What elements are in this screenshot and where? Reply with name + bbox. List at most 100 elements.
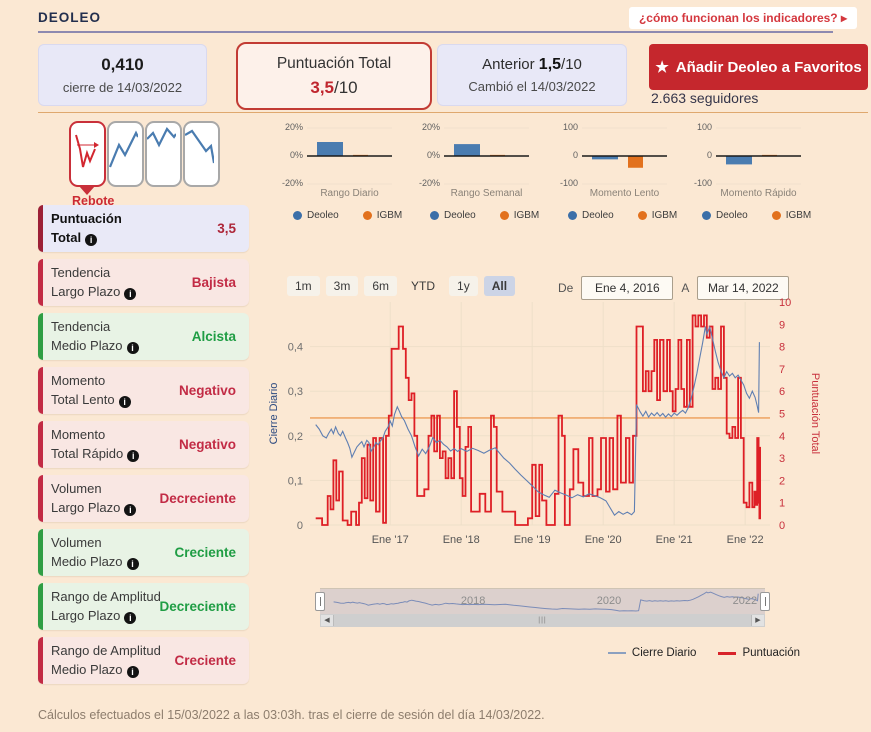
deoleo-dot-icon xyxy=(568,211,577,220)
score-number: 3,5 xyxy=(310,77,334,97)
status-bar xyxy=(38,421,43,468)
svg-text:0,3: 0,3 xyxy=(288,386,303,398)
navigator-left-handle[interactable] xyxy=(315,592,325,611)
label-text: Total xyxy=(51,230,82,245)
axis-tick: 0 xyxy=(706,150,712,160)
pattern-card-rebote[interactable] xyxy=(69,121,106,187)
indicator-label2: Largo Plazo i xyxy=(51,500,137,516)
range-button-1m[interactable]: 1m xyxy=(287,276,320,296)
info-icon[interactable]: i xyxy=(124,504,137,516)
scroll-right-arrow-icon[interactable]: ▶ xyxy=(755,617,761,624)
svg-text:5: 5 xyxy=(779,409,785,421)
igbm-dot-icon xyxy=(362,211,372,220)
axis-tick: 0 xyxy=(572,150,578,160)
svg-text:0: 0 xyxy=(779,520,785,532)
date-range-controls: De A xyxy=(558,276,790,300)
red-line-swatch-icon xyxy=(718,651,737,655)
indicator-label: Tendencia xyxy=(51,265,111,280)
legend-cierre-diario: Cierre Diario xyxy=(607,647,696,659)
navigator-scrollbar[interactable]: ◀ ||| ▶ xyxy=(320,614,765,627)
indicator-value: Creciente xyxy=(174,653,236,668)
mini-chart-rango-semanal: 20% 0% -20% Rango Semanal Deoleo IGBM xyxy=(410,118,560,230)
score-denominator: /10 xyxy=(334,77,358,97)
mini-chart-title: Momento Rápido xyxy=(720,188,797,199)
svg-text:1: 1 xyxy=(779,498,785,510)
pattern-label: Rebote xyxy=(72,194,115,208)
indicator-volumen-largo[interactable]: Volumen Largo Plazo i Decreciente xyxy=(38,475,249,522)
indicator-momento-rapido[interactable]: Momento Total Rápido i Negativo xyxy=(38,421,249,468)
info-icon[interactable]: i xyxy=(85,234,98,246)
indicator-rango-largo[interactable]: Rango de Amplitud Largo Plazo i Decrecien… xyxy=(38,583,249,630)
footer-note: Cálculos efectuados el 15/03/2022 a las … xyxy=(38,708,545,722)
indicator-value: Negativo xyxy=(178,383,236,398)
range-button-all[interactable]: All xyxy=(483,276,516,296)
axis-tick: 20% xyxy=(284,122,303,132)
mini-bars xyxy=(307,127,392,185)
indicator-label: Momento xyxy=(51,427,106,442)
axis-tick: 0% xyxy=(289,150,303,160)
indicator-value: Negativo xyxy=(178,437,236,452)
deoleo-dot-icon xyxy=(430,211,439,220)
indicator-rango-medio[interactable]: Rango de Amplitud Medio Plazo i Creciente xyxy=(38,637,249,684)
info-icon[interactable]: i xyxy=(126,666,139,678)
pattern-card-4[interactable] xyxy=(183,121,220,187)
range-button-3m[interactable]: 3m xyxy=(325,276,359,296)
indicator-volumen-medio[interactable]: Volumen Medio Plazo i Creciente xyxy=(38,529,249,576)
svg-text:Cierre Diario: Cierre Diario xyxy=(268,383,280,445)
indicator-tendencia-medio[interactable]: Tendencia Medio Plazo i Alcista xyxy=(38,313,249,360)
info-icon[interactable]: i xyxy=(124,288,137,300)
axis-tick: -100 xyxy=(559,178,578,188)
label-text: Largo Plazo xyxy=(51,284,121,299)
indicator-momento-lento[interactable]: Momento Total Lento i Negativo xyxy=(38,367,249,414)
svg-text:8: 8 xyxy=(779,342,785,354)
navigator-band[interactable] xyxy=(320,588,765,615)
to-label: A xyxy=(681,281,690,295)
indicator-puntuacion-total[interactable]: Puntuación Total i 3,5 xyxy=(38,205,249,252)
navigator-right-handle[interactable] xyxy=(760,592,770,611)
total-score-label: Puntuación Total xyxy=(276,54,392,72)
status-bar xyxy=(38,259,43,306)
main-chart-svg[interactable]: 0 0,1 0,2 0,3 0,4 0 1 2 3 4 5 6 7 8 9 10 Ene '17 Ene '18 E… xyxy=(265,292,845,554)
legend-deoleo: Deoleo xyxy=(582,210,614,221)
range-button-6m[interactable]: 6m xyxy=(364,276,398,296)
zigzag-pattern-icon xyxy=(146,127,177,148)
indicator-tendencia-largo[interactable]: Tendencia Largo Plazo i Bajista xyxy=(38,259,249,306)
status-bar xyxy=(38,529,43,576)
legend-deoleo: Deoleo xyxy=(716,210,748,221)
scroll-left-arrow-icon[interactable]: ◀ xyxy=(324,617,330,624)
mini-chart-title: Rango Semanal xyxy=(450,188,523,199)
svg-text:7: 7 xyxy=(779,364,785,376)
mini-chart-title: Rango Diario xyxy=(320,188,379,199)
from-label: De xyxy=(558,281,574,295)
indicator-label: Puntuación xyxy=(51,211,122,226)
label-text: Medio Plazo xyxy=(51,554,123,569)
add-favorites-label: Añadir Deoleo a Favoritos xyxy=(675,58,862,76)
svg-text:0: 0 xyxy=(297,520,303,532)
add-favorites-button[interactable]: ★ Añadir Deoleo a Favoritos xyxy=(649,44,868,90)
mini-legend: Deoleo IGBM xyxy=(568,210,698,221)
info-icon[interactable]: i xyxy=(126,342,139,354)
info-icon[interactable]: i xyxy=(126,558,139,570)
axis-tick: 100 xyxy=(562,122,578,132)
indicator-label: Rango de Amplitud xyxy=(51,589,161,604)
close-price-caption: cierre de 14/03/2022 xyxy=(62,80,183,95)
svg-text:Ene '22: Ene '22 xyxy=(727,534,764,546)
help-link[interactable]: ¿cómo funcionan los indicadores? ▸ xyxy=(628,7,857,29)
range-button-ytd[interactable]: YTD xyxy=(403,276,443,296)
axis-tick: 0% xyxy=(426,150,440,160)
axis-tick: -20% xyxy=(281,178,303,188)
to-date-input[interactable] xyxy=(697,276,790,300)
from-date-input[interactable] xyxy=(581,276,674,300)
star-icon: ★ xyxy=(655,59,669,76)
header-divider xyxy=(38,31,833,33)
mini-chart-momento-lento: 100 0 -100 Momento Lento Deoleo IGBM xyxy=(548,118,698,230)
range-button-1y[interactable]: 1y xyxy=(449,276,478,296)
pattern-card-3[interactable] xyxy=(145,121,182,187)
info-icon[interactable]: i xyxy=(127,450,140,462)
pattern-card-2[interactable] xyxy=(107,121,144,187)
svg-text:0,2: 0,2 xyxy=(288,431,303,443)
info-icon[interactable]: i xyxy=(124,612,137,624)
svg-text:0,1: 0,1 xyxy=(288,475,303,487)
info-icon[interactable]: i xyxy=(118,396,131,408)
scrollbar-thumb[interactable]: ||| xyxy=(333,615,752,626)
